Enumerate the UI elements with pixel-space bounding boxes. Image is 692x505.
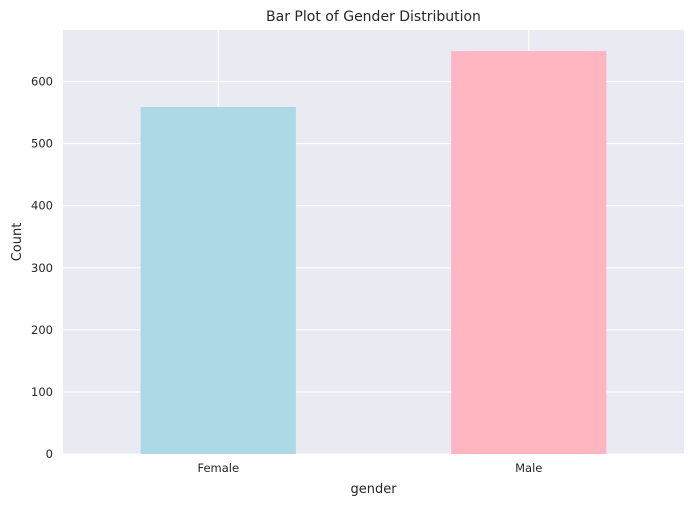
y-tick-label: 200: [31, 323, 53, 337]
chart-title: Bar Plot of Gender Distribution: [266, 9, 481, 25]
bar-female: [140, 106, 296, 455]
y-tick-label: 400: [31, 199, 53, 213]
y-tick-label: 500: [31, 137, 53, 151]
y-tick-label: 600: [31, 75, 53, 89]
y-axis-label: Count: [10, 223, 25, 262]
x-axis-label: gender: [350, 482, 397, 497]
y-tick-label: 0: [46, 447, 53, 461]
y-tick-label: 100: [31, 385, 53, 399]
bar-male: [451, 51, 607, 455]
x-tick-label: Female: [197, 461, 239, 475]
y-tick-label: 300: [31, 261, 53, 275]
x-axis-ticks: Female Male: [197, 461, 542, 475]
y-axis-ticks: 0 100 200 300 400 500 600: [31, 75, 53, 461]
bars: [140, 51, 607, 455]
x-tick-label: Male: [515, 461, 542, 475]
